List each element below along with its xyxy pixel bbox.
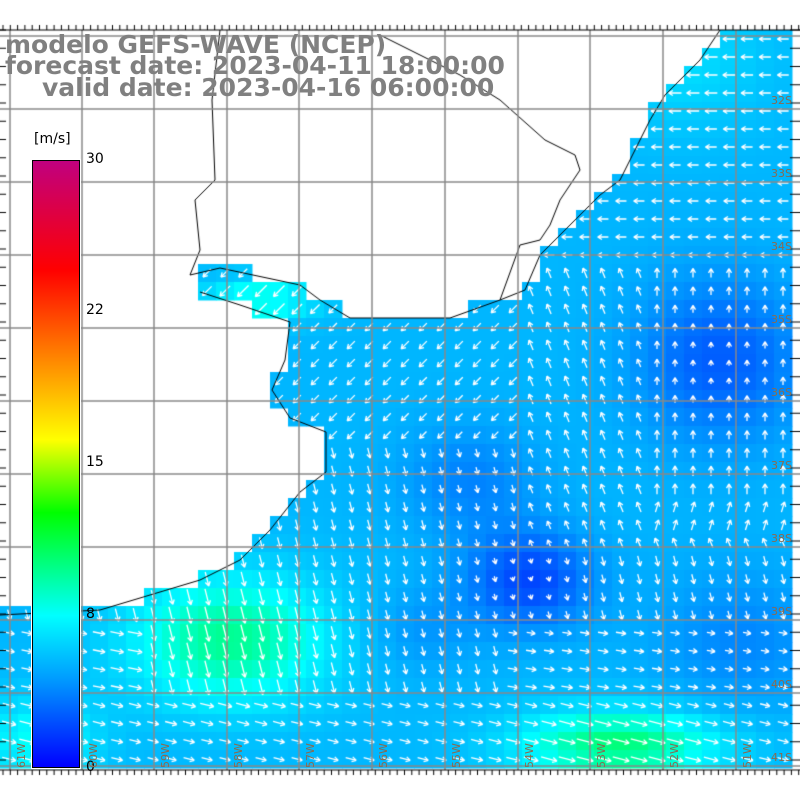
lon-label: 59W <box>159 743 172 768</box>
lat-label: 34S <box>771 240 792 253</box>
forecast-date: forecast date: 2023-04-11 18:00:00 <box>5 51 505 80</box>
lat-label: 41S <box>771 751 792 764</box>
lon-label: 51W <box>741 743 754 768</box>
colorbar-unit: [m/s] <box>34 131 71 147</box>
lat-label: 36S <box>771 386 792 399</box>
lat-label: 33S <box>771 167 792 180</box>
lat-label: 35S <box>771 313 792 326</box>
lon-label: 56W <box>377 743 390 768</box>
lon-label: 52W <box>668 743 681 768</box>
lon-label: 58W <box>232 743 245 768</box>
colorbar <box>32 160 80 768</box>
lon-label: 55W <box>450 743 463 768</box>
lon-label: 53W <box>595 743 608 768</box>
colorbar-label: 22 <box>86 302 104 318</box>
colorbar-label: 15 <box>86 454 104 470</box>
lat-label: 38S <box>771 532 792 545</box>
lon-label: 61W <box>15 743 28 768</box>
lat-label: 39S <box>771 605 792 618</box>
lon-label: 54W <box>523 743 536 768</box>
colorbar-label: 8 <box>86 606 95 622</box>
lon-label: 60W <box>87 743 100 768</box>
model-title: modelo GEFS-WAVE (NCEP) <box>5 30 387 59</box>
lat-label: 37S <box>771 459 792 472</box>
valid-date: valid date: 2023-04-16 06:00:00 <box>42 73 495 102</box>
lat-label: 32S <box>771 94 792 107</box>
lon-label: 57W <box>304 743 317 768</box>
colorbar-label: 30 <box>86 151 104 167</box>
colorbar-label: 0 <box>86 759 95 775</box>
lat-label: 40S <box>771 678 792 691</box>
